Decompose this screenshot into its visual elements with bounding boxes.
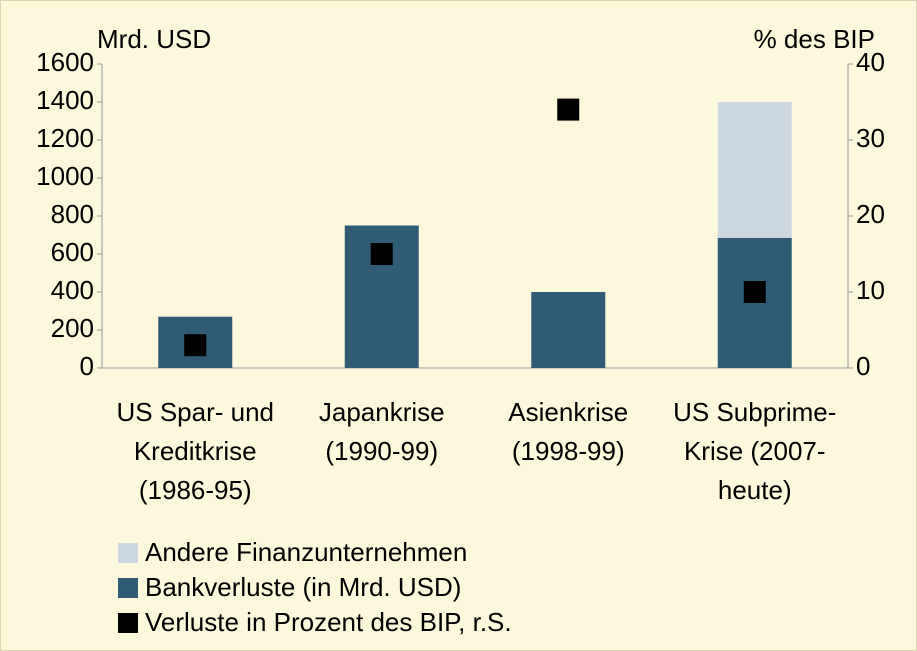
legend-label: Andere Finanzunternehmen (145, 537, 467, 567)
y2-tick-label: 40 (856, 47, 885, 77)
x-tick-label: US Spar- und Kreditkrise (1986-95) (116, 397, 275, 505)
x-tick-label: US Subprime-Krise (2007-heute) (673, 397, 837, 505)
y2-axis-label: % des BIP (754, 24, 875, 54)
y-tick-label: 1000 (36, 161, 94, 191)
legend-label: Bankverluste (in Mrd. USD) (145, 572, 461, 602)
y-tick-label: 600 (51, 237, 94, 267)
marker (370, 243, 393, 265)
y2-tick-label: 10 (856, 275, 885, 305)
y-tick-label: 200 (51, 313, 94, 343)
bar (531, 292, 606, 368)
y2-tick-label: 20 (856, 199, 885, 229)
y-tick-label: 1200 (36, 123, 94, 153)
x-tick-label: Japankrise (1990-99) (318, 397, 445, 466)
x-tick-label: Asienkrise (1998-99) (508, 397, 629, 466)
bar (717, 102, 792, 238)
marker (557, 98, 580, 121)
marker (184, 334, 207, 357)
legend-swatch (118, 613, 138, 633)
y-tick-label: 1400 (36, 85, 94, 115)
legend-swatch (118, 578, 138, 598)
y2-tick-label: 30 (856, 123, 885, 153)
y-tick-label: 400 (51, 275, 94, 305)
y2-tick-label: 0 (856, 351, 870, 381)
marker (743, 281, 766, 303)
legend-label: Verluste in Prozent des BIP, r.S. (145, 607, 512, 637)
y-axis-label: Mrd. USD (97, 24, 211, 54)
y-tick-label: 800 (51, 199, 94, 229)
y-tick-label: 1600 (36, 47, 94, 77)
legend-bg (105, 535, 665, 645)
legend-swatch (118, 543, 138, 563)
y-tick-label: 0 (80, 351, 94, 381)
